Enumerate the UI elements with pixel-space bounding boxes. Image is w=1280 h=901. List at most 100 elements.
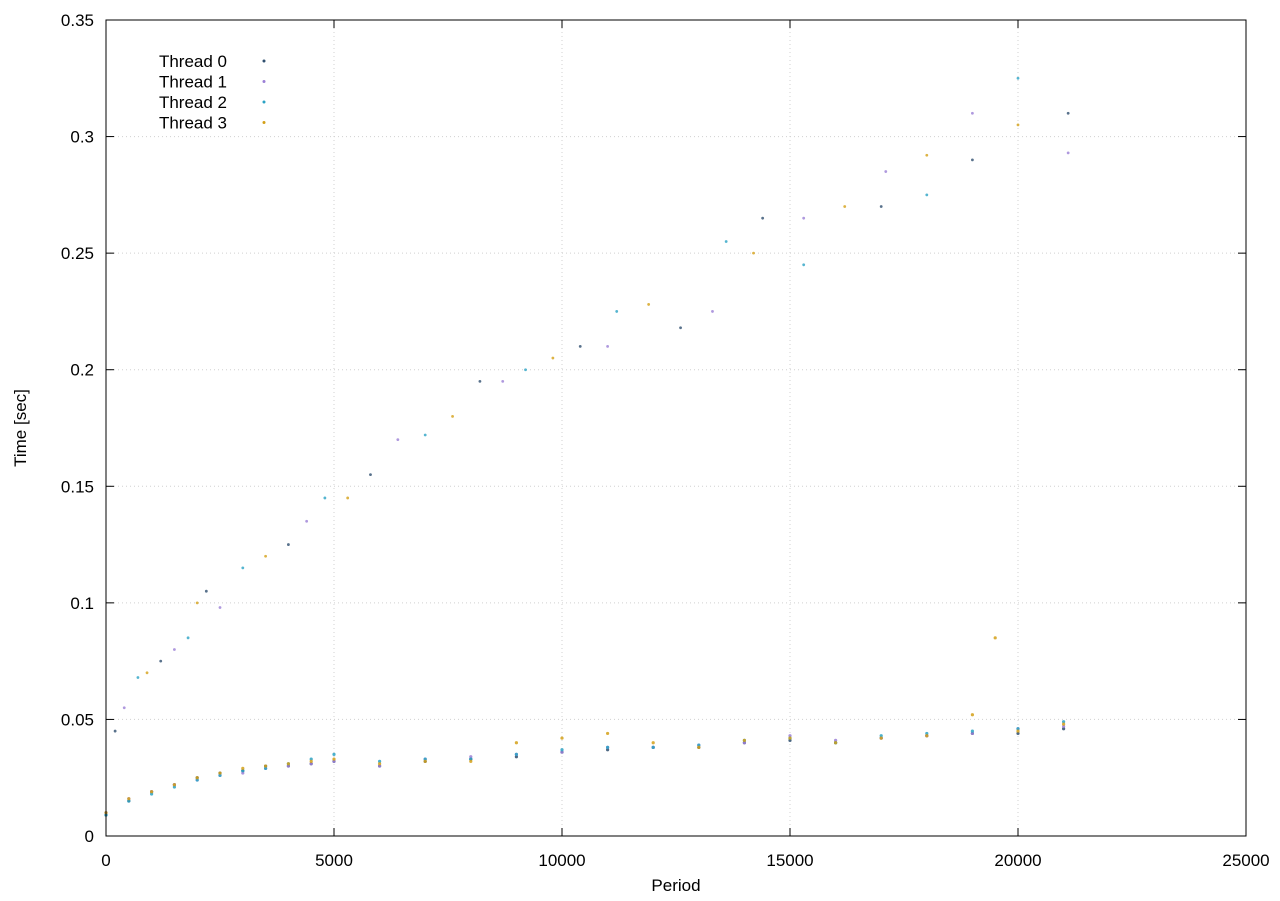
- outlier-point: [1016, 123, 1020, 127]
- data-point: [1062, 724, 1066, 729]
- data-point: [697, 745, 701, 750]
- outlier-point: [524, 368, 527, 372]
- data-point: [925, 734, 929, 738]
- data-point: [970, 731, 975, 736]
- legend-marker: [262, 80, 266, 83]
- outlier-point: [971, 158, 974, 162]
- y-tick-label: 0.05: [61, 710, 94, 729]
- outlier-point: [615, 310, 619, 313]
- outlier-point: [925, 193, 929, 197]
- y-tick-label: 0: [85, 827, 94, 846]
- data-point: [286, 762, 290, 766]
- x-tick-label: 0: [101, 851, 110, 870]
- outlier-point: [159, 659, 163, 663]
- outlier-point: [204, 589, 208, 593]
- data-point: [1016, 727, 1020, 731]
- outlier-point: [752, 251, 755, 255]
- data-point: [172, 783, 176, 787]
- outlier-point: [396, 438, 400, 442]
- outlier-point: [173, 648, 176, 651]
- x-tick-label: 5000: [315, 851, 353, 870]
- x-tick-label: 20000: [994, 851, 1041, 870]
- outlier-point: [1066, 151, 1070, 155]
- outlier-point: [551, 356, 555, 360]
- data-point: [332, 757, 336, 761]
- legend-label: Thread 3: [159, 114, 227, 133]
- data-point: [697, 743, 701, 747]
- data-point: [970, 729, 975, 733]
- outlier-point: [679, 326, 682, 330]
- outlier-point: [305, 519, 309, 523]
- y-tick-label: 0.35: [61, 11, 94, 30]
- y-axis-title: Time [sec]: [11, 389, 30, 467]
- data-point: [309, 759, 313, 763]
- data-point: [423, 757, 427, 761]
- data-point: [378, 762, 382, 766]
- data-point: [514, 741, 519, 745]
- data-point: [218, 771, 222, 775]
- data-point: [970, 713, 975, 717]
- outlier-point: [711, 310, 714, 313]
- data-point: [560, 750, 564, 754]
- outlier-point: [186, 636, 190, 640]
- outlier-point: [879, 205, 883, 208]
- outlier-point: [264, 554, 267, 558]
- data-point: [879, 736, 883, 740]
- data-point: [378, 759, 382, 763]
- data-point: [241, 771, 245, 775]
- data-point: [1016, 729, 1020, 733]
- data-point: [742, 741, 747, 745]
- data-point: [127, 799, 131, 803]
- data-point: [150, 792, 154, 796]
- outlier-point: [843, 205, 847, 208]
- outlier-point: [423, 433, 427, 437]
- data-point: [879, 734, 883, 738]
- data-point: [514, 755, 519, 759]
- x-tick-label: 15000: [766, 851, 813, 870]
- grid-layer: [106, 20, 1246, 836]
- data-point: [560, 748, 564, 752]
- y-tick-label: 0.1: [70, 594, 94, 613]
- data-point: [788, 736, 792, 740]
- outlier-point: [122, 706, 126, 710]
- data-point: [469, 757, 473, 761]
- data-point: [332, 752, 336, 757]
- data-point: [606, 731, 610, 736]
- data-point: [241, 766, 245, 770]
- outlier-point: [1016, 76, 1020, 80]
- data-point: [1016, 731, 1020, 736]
- outlier-point: [369, 473, 372, 477]
- data-point: [469, 755, 473, 759]
- data-point: [560, 736, 564, 740]
- data-point: [1062, 727, 1066, 731]
- data-point: [241, 769, 245, 773]
- outlier-point: [323, 496, 327, 500]
- outlier-point: [578, 345, 582, 348]
- x-tick-label: 10000: [538, 851, 585, 870]
- data-point: [172, 785, 176, 789]
- outlier-point: [218, 606, 222, 609]
- data-point: [195, 776, 199, 780]
- data-point: [606, 745, 610, 750]
- outlier-point: [1066, 111, 1070, 115]
- outlier-point: [136, 676, 140, 679]
- data-point: [651, 745, 655, 750]
- data-point: [993, 636, 997, 640]
- outlier-point: [478, 379, 482, 383]
- legend-label: Thread 2: [159, 93, 227, 112]
- legend-label: Thread 0: [159, 52, 227, 71]
- outlier-point: [802, 263, 806, 267]
- points-layer: [104, 76, 1070, 817]
- outlier-point: [451, 414, 454, 418]
- plot-frame: [105, 19, 1247, 837]
- outlier-point: [241, 566, 245, 570]
- data-point: [925, 731, 929, 736]
- data-point: [742, 738, 747, 743]
- outlier-point: [195, 601, 199, 605]
- data-point: [606, 748, 610, 752]
- ticks-layer: 0 0.05 0.1 0.15 0.2 0.25 0.3 0.35 0 5000 10000 1500…: [61, 11, 1270, 870]
- data-point: [264, 764, 268, 768]
